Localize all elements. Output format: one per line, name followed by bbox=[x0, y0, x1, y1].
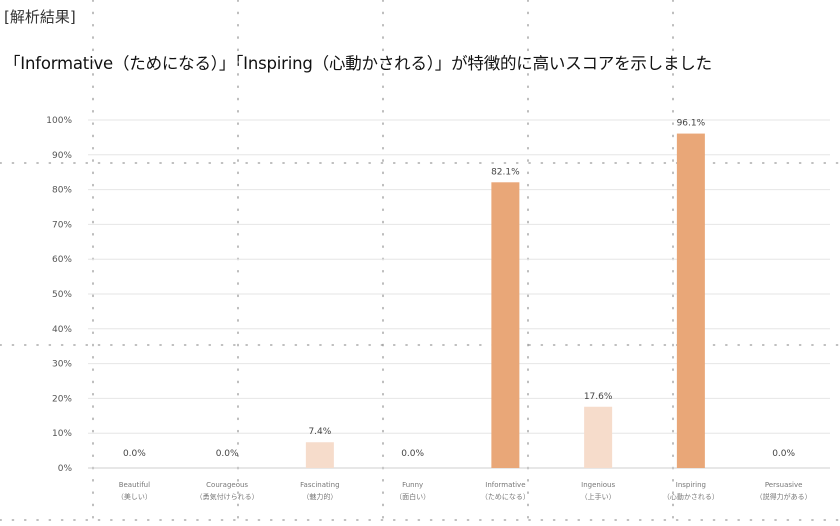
y-tick-label: 50% bbox=[52, 290, 72, 300]
y-tick-label: 40% bbox=[52, 325, 72, 335]
bar bbox=[584, 406, 613, 468]
y-tick-label: 30% bbox=[52, 360, 72, 370]
data-label: 82.1% bbox=[491, 167, 520, 177]
y-axis-ticks: 0% 10% 20% 30% 40% 50% 60% 70% 80% 90% 100% bbox=[46, 116, 72, 474]
y-tick-label: 80% bbox=[52, 186, 72, 196]
headline: 「Informative（ためになる）」「Inspiring（心動かされる）」が… bbox=[4, 54, 712, 73]
bars bbox=[305, 133, 705, 469]
x-tick-label: Courageous bbox=[206, 481, 248, 489]
result-tag: [解析結果] bbox=[4, 8, 76, 26]
bar bbox=[305, 442, 334, 468]
bar bbox=[676, 133, 705, 468]
data-label: 96.1% bbox=[677, 119, 706, 129]
x-tick-label: Funny bbox=[402, 481, 423, 489]
x-tick-sublabel: （上手い） bbox=[581, 492, 616, 501]
x-tick-sublabel: （説得力がある） bbox=[756, 492, 812, 501]
gridlines bbox=[88, 119, 830, 469]
x-tick-sublabel: （面白い） bbox=[395, 492, 430, 501]
data-label: 0.0% bbox=[401, 449, 424, 459]
x-tick-sublabel: （心動かされる） bbox=[663, 492, 719, 501]
data-label: 0.0% bbox=[216, 449, 239, 459]
y-tick-label: 0% bbox=[58, 464, 73, 474]
x-tick-sublabel: （ためになる） bbox=[481, 493, 530, 501]
x-tick-label: Ingenious bbox=[581, 481, 615, 489]
x-tick-label: Persuasive bbox=[765, 481, 803, 489]
data-labels: 0.0% 0.0% 7.4% 0.0% 82.1% 17.6% 96.1% 0.0% bbox=[123, 119, 796, 459]
bar bbox=[491, 182, 520, 469]
data-label: 0.0% bbox=[123, 449, 146, 459]
y-tick-label: 20% bbox=[52, 394, 72, 404]
x-tick-label: Informative bbox=[485, 481, 525, 489]
x-tick-sublabel: （美しい） bbox=[117, 492, 152, 501]
y-tick-label: 70% bbox=[52, 220, 72, 230]
data-label: 7.4% bbox=[308, 427, 331, 437]
y-tick-label: 60% bbox=[52, 255, 72, 265]
y-tick-label: 100% bbox=[46, 116, 72, 126]
x-tick-label: Beautiful bbox=[119, 481, 150, 489]
data-label: 0.0% bbox=[772, 449, 795, 459]
data-label: 17.6% bbox=[584, 392, 613, 402]
x-axis-labels: Beautiful （美しい） Courageous （勇気付けられる） Fascina… bbox=[117, 481, 812, 501]
x-tick-sublabel: （勇気付けられる） bbox=[196, 492, 259, 501]
x-tick-sublabel: （魅力的） bbox=[302, 492, 337, 501]
y-tick-label: 10% bbox=[52, 429, 72, 439]
y-tick-label: 90% bbox=[52, 151, 72, 161]
x-tick-label: Inspiring bbox=[676, 481, 706, 489]
x-tick-label: Fascinating bbox=[300, 481, 339, 489]
